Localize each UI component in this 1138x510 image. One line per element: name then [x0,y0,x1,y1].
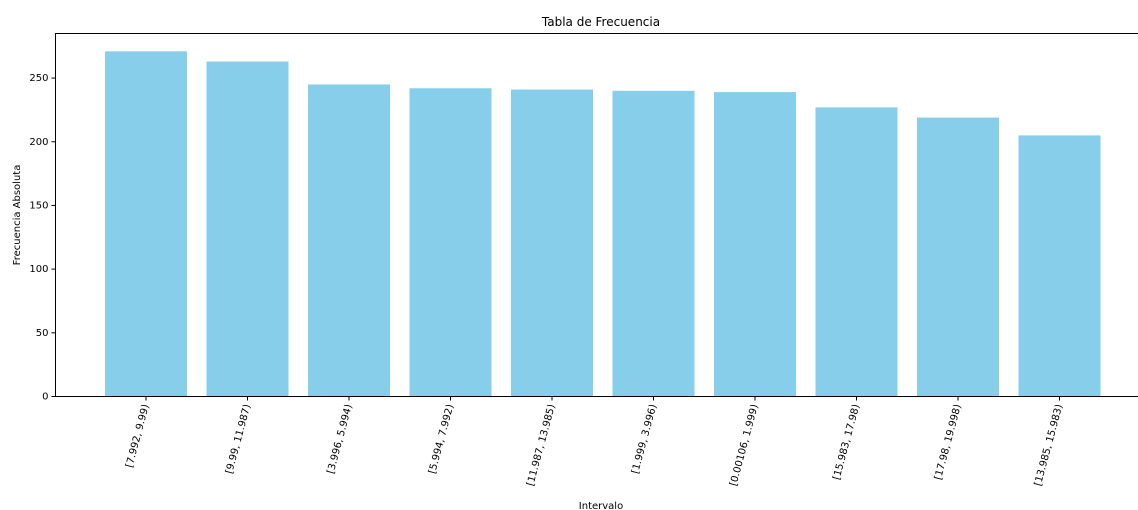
chart-title: Tabla de Frecuencia [541,15,660,29]
bar [714,92,796,397]
x-tick-label: [11.987, 13.985) [525,403,557,487]
y-tick-label: 200 [29,137,48,148]
x-tick-label: [0.00106, 1.999) [728,403,760,487]
x-axis-ticks: [7.992, 9.99) [9.99, 11.987) [3.996, 5.994… [124,396,1065,487]
x-axis-label: Intervalo [579,501,623,510]
y-tick-label: 0 [42,392,48,403]
bar [206,61,289,397]
bars-group [105,51,1101,397]
x-tick-label: [9.99, 11.987) [224,403,253,475]
bar [308,84,390,397]
x-tick-label: [13.985, 15.983) [1033,403,1065,487]
y-axis-ticks: 0 50 100 150 200 250 [29,73,56,403]
bar [409,88,492,397]
y-axis-label: Frecuencia Absoluta [12,165,23,266]
bar [1018,135,1101,397]
plot-frame [55,33,1138,397]
bar [105,51,187,397]
y-tick-label: 100 [29,264,48,275]
bar [511,89,593,397]
x-tick-label: [1.999, 3.996) [630,403,659,475]
y-tick-label: 50 [36,328,49,339]
bar [612,90,695,397]
x-tick-label: [7.992, 9.99) [124,403,151,469]
bar [815,107,898,397]
bar [917,117,999,397]
x-tick-label: [17.98, 19.998) [933,403,964,481]
y-tick-label: 250 [29,73,48,84]
x-tick-label: [15.983, 17.98) [832,403,863,481]
x-tick-label: [5.994, 7.992) [427,403,456,475]
y-tick-label: 150 [29,200,48,211]
x-tick-label: [3.996, 5.994) [326,403,355,475]
